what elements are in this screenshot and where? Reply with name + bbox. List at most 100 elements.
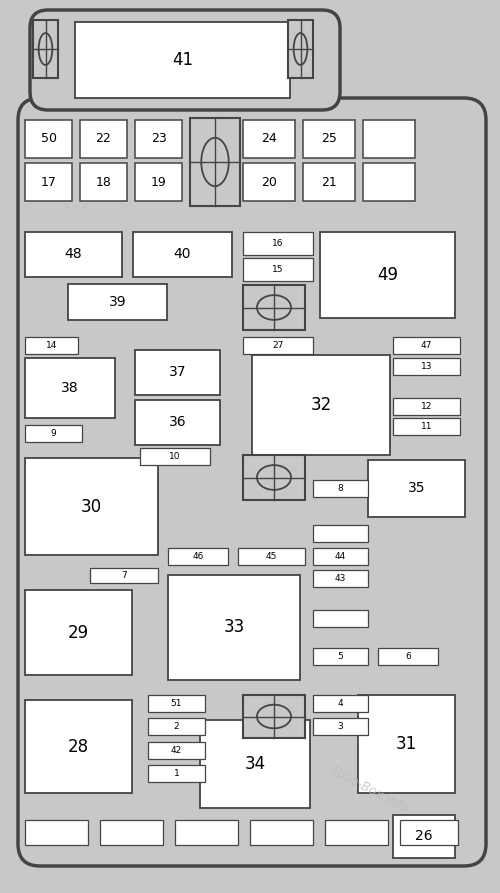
Ellipse shape — [38, 33, 52, 65]
Text: 32: 32 — [310, 396, 332, 414]
Bar — [393, 358, 460, 375]
Bar — [25, 232, 122, 277]
Bar — [400, 820, 458, 845]
Text: 8: 8 — [338, 484, 344, 493]
Text: 16: 16 — [272, 239, 284, 248]
Text: 43: 43 — [335, 574, 346, 583]
Text: 22: 22 — [96, 132, 112, 146]
Bar — [200, 720, 310, 808]
Bar — [313, 695, 368, 712]
Bar — [313, 548, 368, 565]
Text: 19: 19 — [150, 176, 166, 188]
Text: 2: 2 — [174, 722, 180, 731]
Text: 33: 33 — [224, 619, 244, 637]
Text: 11: 11 — [421, 422, 432, 431]
Bar — [288, 20, 313, 78]
Bar — [25, 700, 132, 793]
Text: 37: 37 — [169, 365, 186, 380]
Text: 14: 14 — [46, 341, 57, 350]
Text: 20: 20 — [261, 176, 277, 188]
Text: 21: 21 — [321, 176, 337, 188]
Text: 48: 48 — [64, 247, 82, 262]
Text: 26: 26 — [415, 830, 433, 844]
Bar — [243, 163, 295, 201]
Bar — [25, 590, 132, 675]
Bar — [250, 820, 313, 845]
Bar — [148, 695, 205, 712]
Text: 1: 1 — [174, 769, 180, 778]
Text: Fuse-Box.info: Fuse-Box.info — [330, 764, 410, 815]
Bar — [243, 455, 305, 500]
Bar — [243, 232, 313, 255]
Bar — [135, 400, 220, 445]
Text: 41: 41 — [172, 51, 193, 69]
Bar — [100, 820, 163, 845]
Bar — [33, 20, 58, 78]
Text: 42: 42 — [171, 746, 182, 755]
Bar — [25, 820, 88, 845]
Text: 34: 34 — [244, 755, 266, 773]
Text: 5: 5 — [338, 652, 344, 661]
Text: 31: 31 — [396, 735, 417, 753]
Bar — [313, 480, 368, 497]
Bar — [75, 22, 290, 98]
Bar — [80, 120, 127, 158]
Bar — [168, 575, 300, 680]
Bar — [148, 742, 205, 759]
Bar — [168, 548, 228, 565]
Text: 45: 45 — [266, 552, 277, 561]
Text: 4: 4 — [338, 699, 344, 708]
Text: 44: 44 — [335, 552, 346, 561]
Text: 28: 28 — [68, 738, 89, 755]
Bar — [368, 460, 465, 517]
Bar — [313, 570, 368, 587]
Bar — [135, 350, 220, 395]
Text: 35: 35 — [408, 481, 425, 496]
Bar — [140, 448, 210, 465]
Bar — [243, 258, 313, 281]
Bar — [393, 398, 460, 415]
Bar — [135, 163, 182, 201]
Bar — [393, 418, 460, 435]
Text: 7: 7 — [121, 571, 127, 580]
Bar — [378, 648, 438, 665]
Text: 24: 24 — [261, 132, 277, 146]
Bar — [148, 718, 205, 735]
Text: 10: 10 — [169, 452, 181, 461]
Bar — [25, 163, 72, 201]
Text: 23: 23 — [150, 132, 166, 146]
Bar — [25, 425, 82, 442]
Bar — [325, 820, 388, 845]
Bar — [252, 355, 390, 455]
Text: 38: 38 — [61, 381, 79, 395]
Bar — [25, 358, 115, 418]
Bar — [90, 568, 158, 583]
Bar — [313, 525, 368, 542]
Ellipse shape — [294, 33, 308, 65]
Text: 18: 18 — [96, 176, 112, 188]
Bar — [190, 118, 240, 206]
Bar — [80, 163, 127, 201]
Text: 47: 47 — [421, 341, 432, 350]
Bar — [25, 458, 158, 555]
Text: 51: 51 — [171, 699, 182, 708]
Ellipse shape — [257, 295, 291, 320]
Bar — [313, 718, 368, 735]
Text: 13: 13 — [421, 362, 432, 371]
Text: 30: 30 — [81, 497, 102, 515]
Bar — [363, 120, 415, 158]
Text: 25: 25 — [321, 132, 337, 146]
Bar — [363, 163, 415, 201]
Ellipse shape — [201, 138, 229, 187]
Bar — [238, 548, 305, 565]
Text: 50: 50 — [40, 132, 56, 146]
Bar — [135, 120, 182, 158]
Bar — [243, 120, 295, 158]
Bar — [393, 337, 460, 354]
Bar — [25, 337, 78, 354]
Bar — [243, 337, 313, 354]
Bar — [175, 820, 238, 845]
Bar — [303, 120, 355, 158]
Text: 15: 15 — [272, 265, 284, 274]
FancyBboxPatch shape — [18, 98, 486, 866]
